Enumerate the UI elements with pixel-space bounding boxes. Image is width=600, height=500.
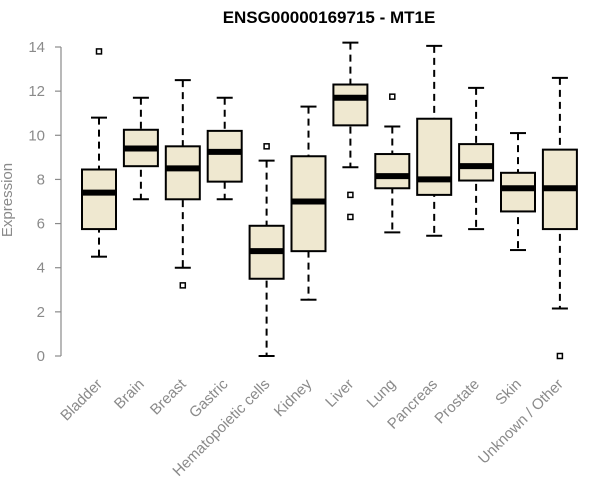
category-label-prostate: Prostate bbox=[431, 376, 483, 428]
outlier-point-unknown-other bbox=[556, 352, 564, 360]
outlier-point-liver bbox=[347, 213, 354, 221]
y-tick-label: 8 bbox=[37, 171, 45, 188]
category-label-bladder: Bladder bbox=[57, 376, 106, 425]
y-tick-label: 4 bbox=[37, 260, 45, 277]
category-label-breast: Breast bbox=[147, 375, 190, 418]
box-layer bbox=[81, 41, 578, 360]
y-axis-label: Expression bbox=[0, 163, 16, 237]
category-label-skin: Skin bbox=[492, 376, 525, 409]
category-label-lung: Lung bbox=[364, 376, 400, 412]
y-tick-label: 10 bbox=[28, 127, 45, 144]
outlier-point-breast bbox=[179, 282, 187, 289]
outlier-point-liver bbox=[347, 191, 354, 199]
box-pancreas bbox=[416, 117, 453, 196]
category-label-liver: Liver bbox=[322, 376, 357, 411]
category-label-kidney: Kidney bbox=[271, 375, 316, 420]
box-skin bbox=[500, 171, 536, 213]
y-tick-label: 14 bbox=[28, 39, 45, 56]
category-label-brain: Brain bbox=[111, 376, 148, 413]
outlier-point-hematopoietic-cells bbox=[263, 143, 270, 150]
box-bladder bbox=[81, 168, 117, 231]
box-gastric bbox=[206, 129, 243, 183]
y-tick-label: 0 bbox=[37, 348, 45, 365]
title-layer: ENSG00000169715 - MT1E bbox=[223, 8, 436, 27]
chart-title: ENSG00000169715 - MT1E bbox=[223, 8, 436, 27]
box-liver bbox=[332, 83, 369, 127]
box-lung bbox=[374, 153, 411, 190]
y-tick-label: 6 bbox=[37, 216, 45, 233]
y-tick-label: 2 bbox=[37, 304, 45, 321]
outlier-point-bladder bbox=[95, 48, 103, 55]
axis-layer: 0 2 4 6 8 10 12 14 bbox=[28, 39, 62, 365]
box-breast bbox=[164, 145, 201, 201]
outlier-point-lung bbox=[389, 93, 396, 100]
box-prostate bbox=[458, 143, 495, 182]
y-tick-label: 12 bbox=[28, 83, 45, 100]
